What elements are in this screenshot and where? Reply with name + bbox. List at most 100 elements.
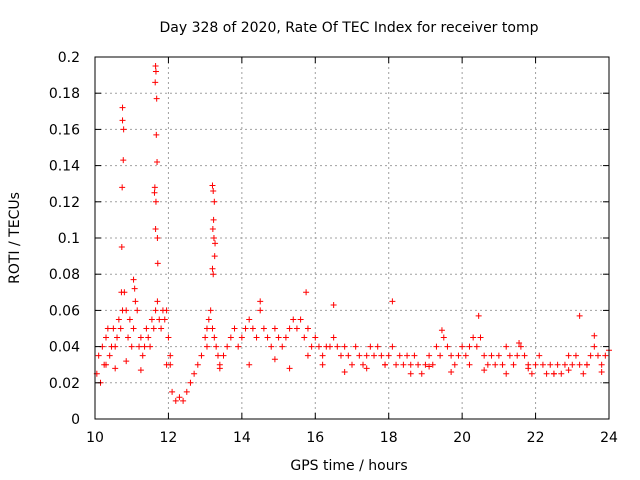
y-tick-label: 0.04 — [49, 340, 80, 356]
data-point — [152, 63, 159, 70]
data-point — [128, 343, 135, 350]
data-point — [481, 367, 488, 374]
data-point — [211, 198, 218, 205]
data-point — [132, 298, 139, 305]
data-point — [112, 343, 119, 350]
data-point — [393, 361, 400, 368]
data-point — [180, 397, 187, 404]
data-point — [308, 343, 315, 350]
data-point — [271, 325, 278, 332]
data-point — [115, 316, 122, 323]
data-point — [163, 307, 170, 314]
data-point — [415, 361, 422, 368]
y-tick-label: 0 — [71, 412, 80, 428]
data-point — [286, 325, 293, 332]
data-point — [151, 189, 158, 196]
data-point — [481, 352, 488, 359]
data-point — [438, 327, 445, 334]
data-point — [257, 307, 264, 314]
data-point — [152, 68, 159, 75]
data-point — [119, 117, 126, 124]
data-point — [210, 235, 217, 241]
data-point — [525, 365, 532, 372]
data-point — [238, 334, 245, 341]
data-point — [141, 343, 148, 350]
data-point — [209, 225, 216, 232]
data-point — [466, 361, 473, 368]
data-point — [341, 343, 348, 350]
data-point — [598, 361, 605, 368]
data-point — [154, 298, 161, 305]
data-point — [205, 316, 212, 323]
data-point — [576, 361, 583, 368]
data-point — [532, 361, 539, 368]
data-point — [123, 307, 130, 314]
data-point — [426, 363, 433, 370]
data-point — [207, 307, 214, 314]
data-point — [330, 334, 337, 341]
x-tick-label: 18 — [380, 430, 398, 446]
data-point — [125, 334, 132, 341]
data-point — [404, 352, 411, 359]
data-point — [547, 361, 554, 368]
data-point — [591, 343, 598, 350]
data-point — [495, 352, 502, 359]
data-point — [319, 352, 326, 359]
data-point — [517, 343, 524, 350]
data-point — [152, 307, 159, 314]
data-point — [297, 316, 304, 323]
data-point — [161, 316, 168, 323]
data-point — [235, 343, 242, 350]
data-point — [202, 334, 209, 341]
data-point — [118, 289, 125, 296]
data-point — [137, 334, 144, 341]
data-point — [565, 352, 572, 359]
data-point — [95, 352, 102, 359]
data-point — [543, 370, 550, 377]
data-point — [209, 265, 216, 272]
data-point — [275, 334, 282, 341]
data-point — [385, 352, 392, 359]
data-point — [580, 370, 587, 377]
data-point — [550, 370, 557, 377]
data-point — [103, 334, 110, 341]
data-point — [345, 352, 352, 359]
data-point — [227, 334, 234, 341]
y-tick-label: 0.06 — [49, 303, 80, 319]
data-point — [598, 368, 605, 375]
data-point — [569, 361, 576, 368]
data-point — [462, 352, 469, 359]
data-point — [156, 316, 163, 323]
data-point — [203, 343, 210, 350]
y-tick-labels: 0 0.02 0.04 0.06 0.08 0.1 0.12 0.14 0.16 0.18 0.2 — [49, 50, 80, 428]
y-tick-label: 0.14 — [49, 159, 80, 175]
data-point — [400, 361, 407, 368]
data-point — [499, 361, 506, 368]
data-point — [211, 253, 218, 260]
data-point — [448, 368, 455, 375]
data-point — [363, 352, 370, 359]
data-point — [257, 298, 264, 305]
data-point — [459, 343, 466, 350]
data-point — [216, 365, 223, 372]
x-tick-label: 12 — [160, 430, 178, 446]
data-point — [172, 397, 179, 404]
data-point — [576, 312, 583, 319]
y-tick-label: 0.02 — [49, 376, 80, 392]
data-point — [203, 325, 210, 332]
data-point — [583, 361, 590, 368]
data-point — [136, 343, 143, 350]
data-point — [151, 184, 158, 191]
data-point — [565, 367, 572, 374]
data-point — [167, 352, 174, 359]
data-point — [282, 334, 289, 341]
data-point — [148, 316, 155, 323]
data-point — [561, 361, 568, 368]
data-point — [210, 216, 217, 223]
data-point — [466, 343, 473, 350]
data-point — [158, 325, 165, 332]
data-point — [407, 370, 414, 377]
data-point — [303, 289, 310, 296]
data-point — [220, 352, 227, 359]
